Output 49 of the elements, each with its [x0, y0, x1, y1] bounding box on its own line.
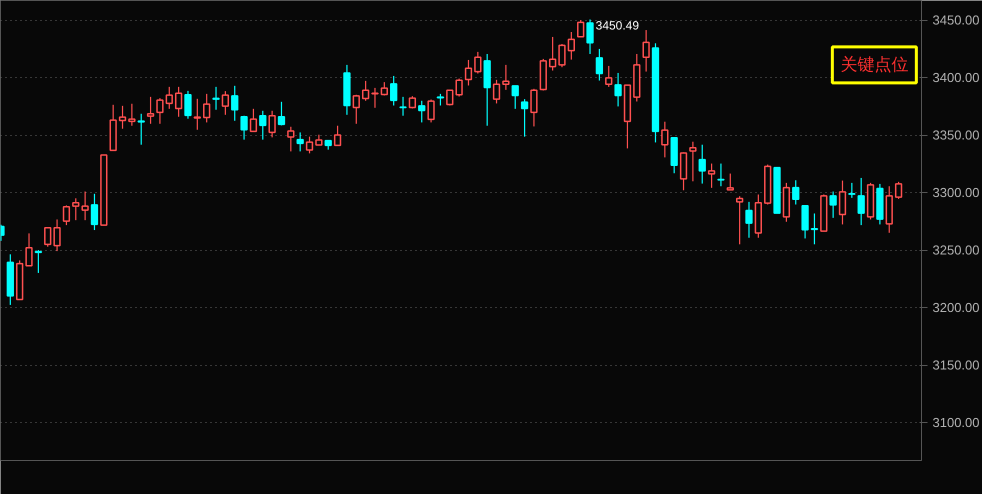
candlestick	[633, 53, 640, 102]
y-tick-label: 3100.00	[932, 415, 980, 430]
candlestick	[138, 113, 145, 146]
candlestick	[698, 144, 706, 184]
y-tick-label: 3350.00	[932, 128, 980, 143]
candlestick	[418, 100, 426, 123]
y-tick-label: 3300.00	[932, 185, 980, 200]
candlestick	[362, 80, 370, 102]
candlestick	[287, 126, 294, 152]
candlestick	[605, 65, 612, 88]
candlestick	[380, 82, 388, 96]
y-tick-label: 3400.00	[932, 70, 980, 86]
candlestick	[6, 254, 14, 306]
candlestick	[661, 121, 668, 158]
candlestick	[352, 94, 360, 124]
y-tick-label: 3450.00	[932, 12, 980, 28]
candlestick	[72, 198, 80, 221]
candlestick	[764, 164, 772, 206]
candlestick	[642, 29, 650, 72]
candlestick	[886, 186, 893, 234]
candlestick	[390, 75, 398, 106]
candlestick	[81, 190, 89, 221]
annotation: 3450.49	[596, 18, 640, 32]
candlestick	[203, 93, 210, 123]
candlestick	[44, 226, 52, 248]
candlestick	[568, 31, 575, 60]
candlestick	[212, 86, 220, 110]
candlestick	[838, 180, 846, 226]
candlestick	[484, 53, 491, 126]
y-tick-label: 3150.00	[932, 358, 980, 373]
candlestick	[792, 180, 800, 206]
candlestick	[231, 85, 238, 122]
candlestick	[324, 140, 332, 150]
candlestick	[166, 86, 173, 110]
candlestick	[474, 51, 482, 74]
candlestick	[848, 182, 856, 198]
y-tick-label: 3200.00	[932, 300, 980, 316]
candlestick	[540, 58, 547, 92]
candlestick	[240, 115, 248, 140]
candlestick	[858, 177, 865, 226]
candlestick	[194, 98, 201, 130]
candlestick	[754, 194, 762, 238]
candlestick	[810, 212, 818, 245]
y-tick-label: 3250.00	[932, 242, 980, 258]
candlestick	[296, 132, 304, 152]
candlestick	[259, 110, 266, 140]
candlestick	[614, 72, 622, 108]
candlestick	[736, 196, 744, 245]
annotation: 关键点位	[840, 54, 908, 75]
